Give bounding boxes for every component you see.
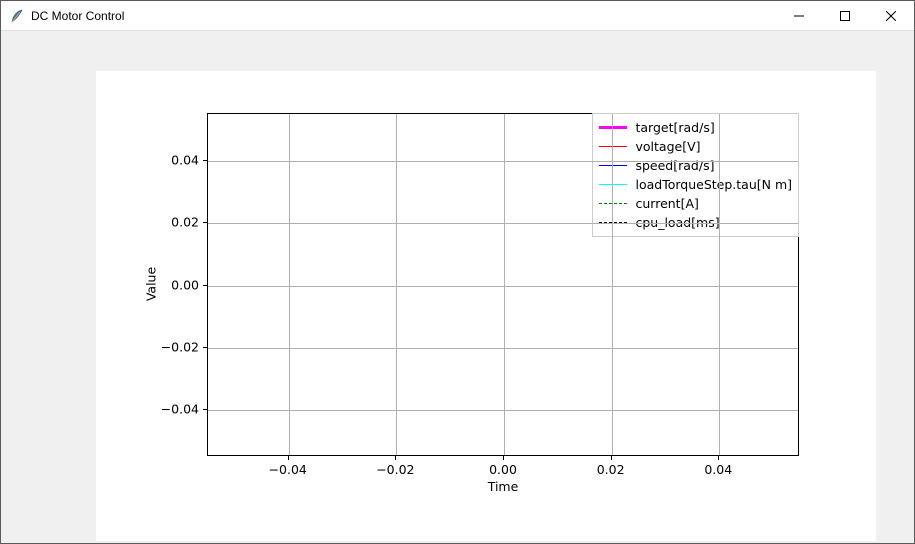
ytick xyxy=(203,285,207,286)
legend-swatch xyxy=(599,198,627,210)
legend-label: current[A] xyxy=(635,196,698,211)
legend-label: loadTorqueStep.tau[N m] xyxy=(635,177,792,192)
ytick-label: 0.00 xyxy=(171,277,199,292)
close-icon xyxy=(886,11,896,21)
gridline-vertical xyxy=(289,114,290,455)
maximize-icon xyxy=(840,11,850,21)
xtick-label: 0.04 xyxy=(704,462,732,477)
xtick xyxy=(395,456,396,460)
legend-label: target[rad/s] xyxy=(635,120,714,135)
gridline-horizontal xyxy=(208,286,798,287)
gridline-vertical xyxy=(719,114,720,455)
maximize-button[interactable] xyxy=(822,1,868,30)
legend-swatch xyxy=(599,179,627,191)
gridline-vertical xyxy=(396,114,397,455)
legend-item: current[A] xyxy=(599,194,792,213)
minimize-icon xyxy=(794,11,804,21)
chart-legend: target[rad/s] voltage[V] speed[rad/s] loadT… xyxy=(592,113,799,237)
legend-swatch xyxy=(599,141,627,153)
gridline-vertical xyxy=(504,114,505,455)
xtick xyxy=(611,456,612,460)
gridline-horizontal xyxy=(208,410,798,411)
ytick-label: 0.02 xyxy=(171,215,199,230)
window-title: DC Motor Control xyxy=(31,9,776,23)
legend-label: voltage[V] xyxy=(635,139,700,154)
legend-item: speed[rad/s] xyxy=(599,156,792,175)
xtick xyxy=(718,456,719,460)
ytick xyxy=(203,409,207,410)
gridline-horizontal xyxy=(208,223,798,224)
y-axis-label: Value xyxy=(144,267,159,301)
ytick xyxy=(203,347,207,348)
minimize-button[interactable] xyxy=(776,1,822,30)
ytick-label: −0.04 xyxy=(161,402,199,417)
chart-axes: target[rad/s] voltage[V] speed[rad/s] loadT… xyxy=(207,113,799,456)
gridline-vertical xyxy=(612,114,613,455)
x-axis-label: Time xyxy=(488,479,519,494)
titlebar: DC Motor Control xyxy=(1,1,914,31)
gridline-horizontal xyxy=(208,348,798,349)
app-window: DC Motor Control target[rad/s] voltage[V]… xyxy=(0,0,915,544)
xtick-label: −0.02 xyxy=(376,462,414,477)
gridline-horizontal xyxy=(208,161,798,162)
close-button[interactable] xyxy=(868,1,914,30)
legend-swatch xyxy=(599,122,627,134)
xtick xyxy=(503,456,504,460)
app-feather-icon xyxy=(9,8,25,24)
legend-item: voltage[V] xyxy=(599,137,792,156)
ytick xyxy=(203,160,207,161)
ytick xyxy=(203,222,207,223)
xtick-label: 0.02 xyxy=(597,462,625,477)
legend-item: loadTorqueStep.tau[N m] xyxy=(599,175,792,194)
legend-item: target[rad/s] xyxy=(599,118,792,137)
xtick-label: −0.04 xyxy=(269,462,307,477)
figure-canvas: target[rad/s] voltage[V] speed[rad/s] loadT… xyxy=(96,71,876,541)
xtick-label: 0.00 xyxy=(489,462,517,477)
xtick xyxy=(288,456,289,460)
window-controls xyxy=(776,1,914,30)
ytick-label: 0.04 xyxy=(171,152,199,167)
ytick-label: −0.02 xyxy=(161,339,199,354)
content-area: target[rad/s] voltage[V] speed[rad/s] loadT… xyxy=(1,31,914,543)
